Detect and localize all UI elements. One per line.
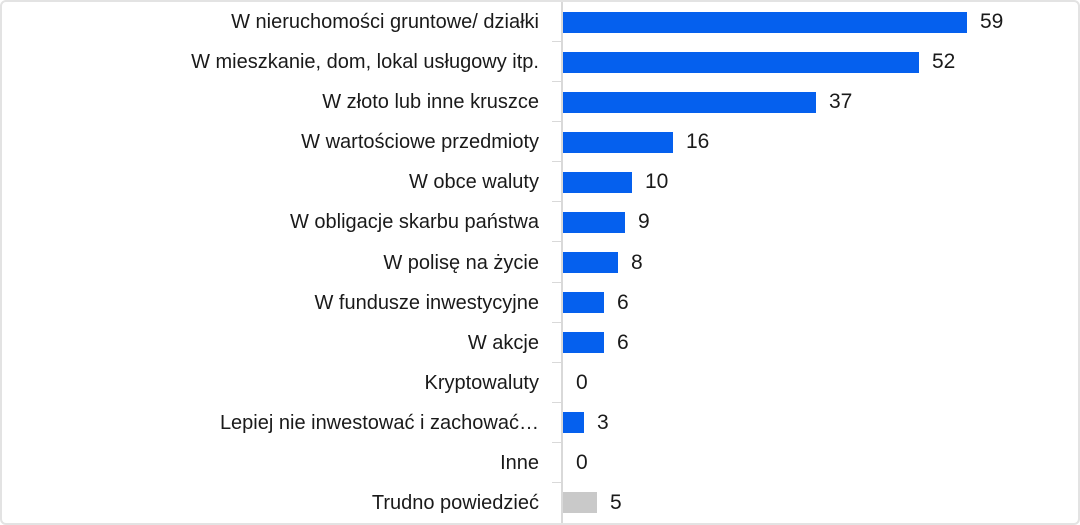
plot-area: 37 <box>552 81 1078 123</box>
bar <box>563 11 967 33</box>
value-label: 9 <box>638 210 650 234</box>
chart-row: W wartościowe przedmioty 16 <box>2 121 1078 163</box>
category-label: Kryptowaluty <box>424 371 540 394</box>
value-label: 8 <box>631 250 643 274</box>
chart-row: W złoto lub inne kruszce 37 <box>2 81 1078 123</box>
plot-area: 59 <box>561 2 1078 43</box>
category-label: W obce waluty <box>408 171 539 194</box>
bar <box>563 131 673 153</box>
category-label: W złoto lub inne kruszce <box>322 91 539 114</box>
plot-area: 16 <box>552 121 1078 163</box>
axis-tick <box>552 481 561 483</box>
category-label: Trudno powiedzieć <box>371 491 539 514</box>
value-label: 6 <box>617 330 629 354</box>
axis-tick <box>552 121 561 123</box>
category-label: Lepiej nie inwestować i zachować… <box>219 411 539 434</box>
chart-row: W nieruchomości gruntowe/ działki 59 <box>2 2 1078 43</box>
value-label: 5 <box>610 490 622 514</box>
bar <box>563 171 632 193</box>
axis-tick <box>552 321 561 323</box>
axis-tick <box>552 241 561 243</box>
chart-row: Inne 0 <box>2 441 1078 483</box>
value-label: 10 <box>645 170 669 194</box>
axis-tick <box>552 161 561 163</box>
bar <box>563 332 604 354</box>
axis-tick <box>552 81 561 83</box>
axis-tick <box>552 401 561 403</box>
category-label: W polisę na życie <box>383 251 539 274</box>
value-label: 3 <box>597 410 609 434</box>
chart-row: W polisę na życie 8 <box>2 241 1078 283</box>
axis-tick <box>552 361 561 363</box>
chart-row: W fundusze inwestycyjne 6 <box>2 281 1078 323</box>
category-label: W obligacje skarbu państwa <box>289 211 539 234</box>
bar <box>563 211 625 233</box>
chart-row: W mieszkanie, dom, lokal usługowy itp. 52 <box>2 41 1078 83</box>
bar <box>563 252 618 273</box>
plot-area: 6 <box>552 281 1078 323</box>
chart-row: W obligacje skarbu państwa 9 <box>2 201 1078 243</box>
chart-row: W akcje 6 <box>2 321 1078 363</box>
chart-row: Trudno powiedzieć 5 <box>2 481 1078 523</box>
value-label: 16 <box>686 130 710 154</box>
axis-tick <box>552 441 561 443</box>
chart-row: Lepiej nie inwestować i zachować… 3 <box>2 401 1078 443</box>
plot-area: 5 <box>552 481 1078 523</box>
plot-area: 0 <box>552 361 1078 403</box>
axis-tick <box>552 201 561 203</box>
plot-area: 6 <box>552 321 1078 363</box>
category-label: W fundusze inwestycyjne <box>314 291 539 314</box>
category-label: W mieszkanie, dom, lokal usługowy itp. <box>191 51 539 74</box>
value-label: 0 <box>576 450 588 474</box>
plot-area: 3 <box>552 401 1078 443</box>
chart-row: W obce waluty 10 <box>2 161 1078 203</box>
category-label: W wartościowe przedmioty <box>301 131 539 154</box>
value-label: 6 <box>617 290 629 314</box>
bar <box>563 292 604 314</box>
bar <box>563 492 597 514</box>
value-label: 0 <box>576 370 588 394</box>
plot-area: 52 <box>552 41 1078 83</box>
plot-area: 10 <box>552 161 1078 203</box>
chart-row: Kryptowaluty 0 <box>2 361 1078 403</box>
plot-area: 0 <box>552 441 1078 483</box>
bar <box>563 91 816 113</box>
category-label: Inne <box>500 451 539 474</box>
category-label: W nieruchomości gruntowe/ działki <box>231 11 539 34</box>
value-label: 52 <box>932 50 956 74</box>
bar <box>563 51 919 73</box>
value-label: 59 <box>980 10 1004 34</box>
category-label: W akcje <box>467 331 539 354</box>
value-label: 37 <box>829 90 853 114</box>
plot-area: 9 <box>552 201 1078 243</box>
axis-tick <box>552 281 561 283</box>
plot-area: 8 <box>552 241 1078 283</box>
axis-tick <box>552 41 561 43</box>
bar <box>563 412 584 434</box>
